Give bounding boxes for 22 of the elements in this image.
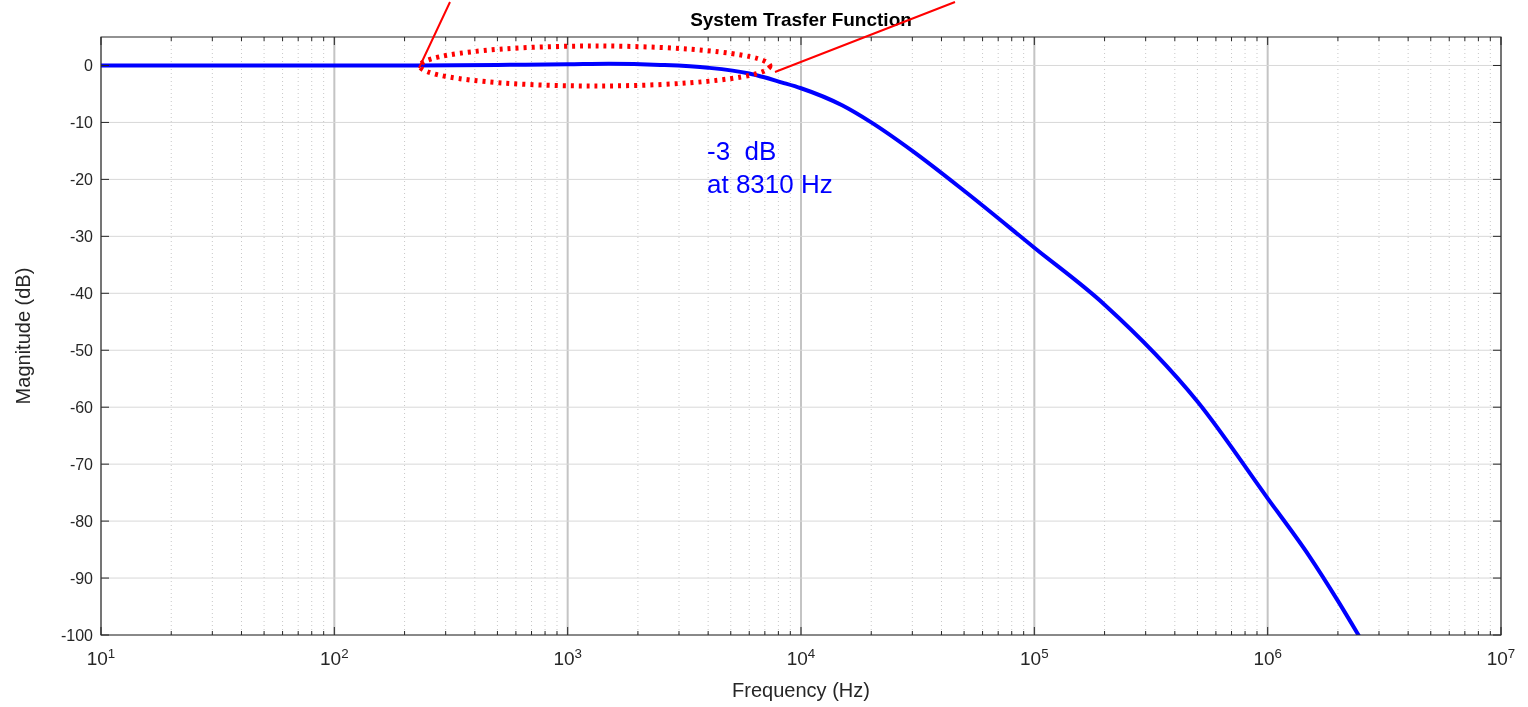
y-tick-label: 0 xyxy=(84,57,94,75)
y-tick-label: -60 xyxy=(69,398,94,416)
x-tick-label: 10$^{1}$ xyxy=(86,645,116,669)
x-tick-label: 10$^{2}$ xyxy=(320,645,349,669)
y-tick-label: -30 xyxy=(69,227,94,245)
y-tick-label: -10 xyxy=(69,114,94,132)
y-tick-label: -90 xyxy=(69,569,94,587)
y-axis-title: Magnitude (dB) xyxy=(12,267,34,405)
x-tick-label: 10$^{6}$ xyxy=(1253,645,1282,669)
y-tick-label: -100 xyxy=(60,626,94,644)
x-axis-title: Frequency (Hz) xyxy=(732,679,870,701)
x-tick-label: 10$^{3}$ xyxy=(553,645,582,669)
annotation: -3 dB at 8310 Hz xyxy=(707,136,833,199)
y-tick-label: -80 xyxy=(69,512,94,530)
x-tick-label: 10$^{5}$ xyxy=(1020,645,1049,669)
y-tick-label: -40 xyxy=(69,284,94,302)
x-tick-label: 10$^{7}$ xyxy=(1486,645,1516,669)
y-tick-label: -70 xyxy=(69,455,94,473)
chart-title: System Trasfer Function xyxy=(690,9,912,30)
x-tick-label: 10$^{4}$ xyxy=(786,645,816,669)
y-tick-label: -50 xyxy=(69,341,94,359)
y-tick-label: -20 xyxy=(69,170,94,188)
